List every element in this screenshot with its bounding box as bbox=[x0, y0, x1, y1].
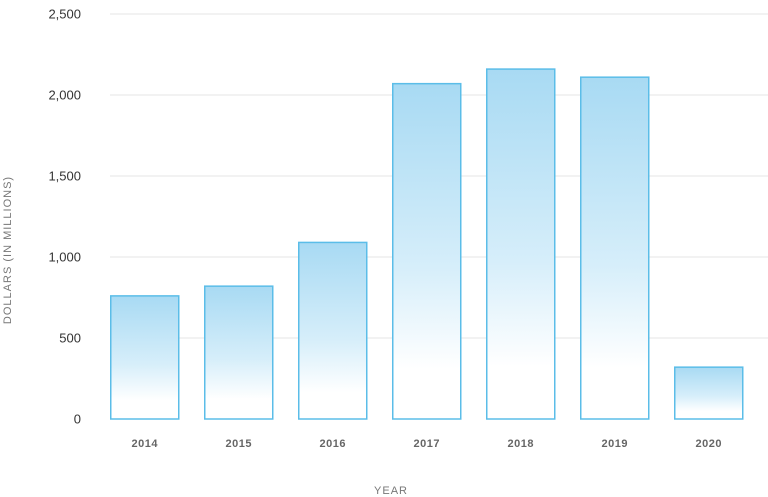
bar-2015 bbox=[204, 285, 274, 420]
x-tick-label: 2014 bbox=[132, 438, 159, 450]
y-tick-label: 500 bbox=[59, 331, 81, 346]
y-tick-label: 0 bbox=[74, 412, 81, 427]
x-tick-label: 2019 bbox=[602, 438, 628, 450]
bar-2016 bbox=[298, 241, 368, 420]
bar-2018 bbox=[486, 68, 556, 420]
y-tick-label: 2,500 bbox=[48, 7, 81, 22]
y-axis-title: DOLLARS (IN MILLIONS) bbox=[2, 176, 14, 324]
y-tick-label: 1,500 bbox=[48, 169, 81, 184]
y-tick-label: 2,000 bbox=[48, 88, 81, 103]
x-tick-label: 2018 bbox=[508, 438, 534, 450]
bars bbox=[110, 68, 744, 420]
y-tick-label: 1,000 bbox=[48, 250, 81, 265]
bar-2017 bbox=[392, 82, 462, 420]
bar-2014 bbox=[110, 295, 180, 420]
x-tick-label: 2015 bbox=[226, 438, 252, 450]
y-axis-ticks: 0 500 1,000 1,500 2,000 2,500 bbox=[48, 7, 81, 427]
bar-2019 bbox=[580, 76, 650, 420]
bar-2020 bbox=[674, 366, 744, 420]
x-tick-label: 2016 bbox=[320, 438, 346, 450]
x-tick-label: 2017 bbox=[414, 438, 440, 450]
x-axis-ticks: 2014 2015 2016 2017 2018 2019 2020 bbox=[132, 438, 722, 450]
x-axis-title: YEAR bbox=[374, 485, 408, 497]
x-tick-label: 2020 bbox=[696, 438, 722, 450]
